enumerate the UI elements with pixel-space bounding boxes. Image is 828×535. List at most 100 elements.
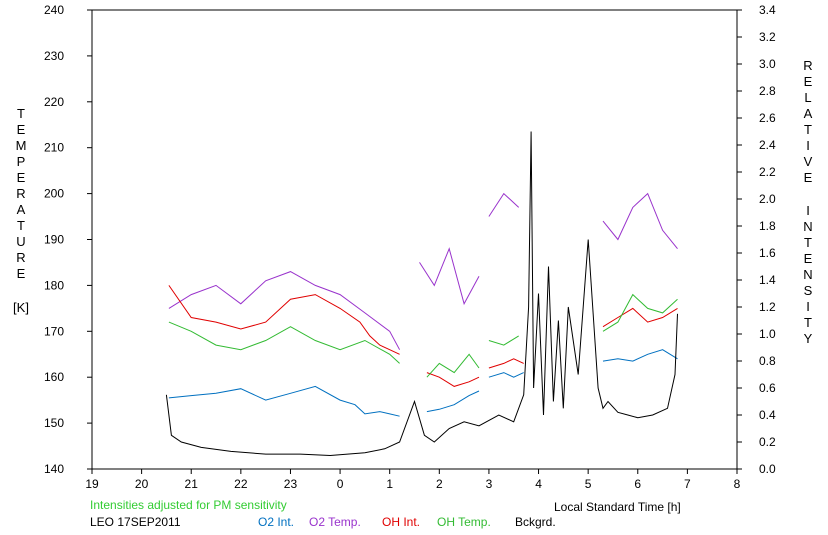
right-axis-title-letter: E — [804, 170, 813, 185]
series-line-oh-temp — [602, 293, 678, 332]
series-line-o2-temp — [602, 192, 678, 250]
x-tick-label: 3 — [486, 477, 493, 491]
left-tick-label: 160 — [44, 370, 64, 384]
legend-oh-temp: OH Temp. — [437, 515, 491, 529]
right-axis-title-letter: R — [803, 58, 812, 73]
legend-o2-int: O2 Int. — [258, 515, 295, 529]
right-axis: 0.0 0.2 0.4 0.6 0.8 1.0 1.2 1.4 1.6 1.8 2.0 2.2 2.4 2… — [737, 3, 776, 476]
right-axis-title-letter: N — [803, 219, 812, 234]
right-tick-label: 3.4 — [759, 3, 776, 17]
right-axis-title-letter: L — [804, 90, 811, 105]
left-axis-title-letter: M — [16, 138, 27, 153]
right-tick-label: 0.6 — [759, 381, 776, 395]
x-tick-label: 1 — [386, 477, 393, 491]
left-tick-label: 140 — [44, 462, 64, 476]
x-tick-label: 6 — [634, 477, 641, 491]
annotation-text: Intensities adjusted for PM sensitivity — [90, 498, 287, 512]
right-axis-title-letter: A — [804, 106, 813, 121]
series-line-o2-int — [426, 390, 480, 413]
series-line-oh-int — [602, 307, 678, 328]
series-line-o2-int — [168, 385, 400, 417]
station-label: LEO 17SEP2011 — [90, 515, 181, 529]
left-axis-title-letter: E — [17, 122, 26, 137]
right-tick-label: 2.2 — [759, 165, 776, 179]
right-axis-title-letter: I — [806, 138, 810, 153]
right-axis-title-letter: T — [804, 315, 812, 330]
x-tick-label: 7 — [684, 477, 691, 491]
left-tick-label: 190 — [44, 233, 64, 247]
right-axis-title-letter: N — [803, 267, 812, 282]
right-tick-label: 3.0 — [759, 57, 776, 71]
right-tick-label: 0.0 — [759, 462, 776, 476]
series-line-oh-temp — [426, 353, 480, 378]
legend-oh-int: OH Int. — [382, 515, 421, 529]
series-line-oh-int — [488, 358, 524, 369]
series-line-bckgrd — [165, 131, 678, 457]
right-tick-label: 3.2 — [759, 30, 776, 44]
left-axis: 140 150 160 170 180 190 200 210 220 230 240 — [44, 3, 92, 476]
right-axis-title-letter: I — [806, 299, 810, 314]
x-tick-label: 2 — [436, 477, 443, 491]
series-line-o2-int — [488, 372, 524, 378]
left-axis-title-letter: R — [16, 250, 25, 265]
left-axis-unit: [K] — [13, 300, 29, 315]
x-axis: 19 20 21 22 23 0 1 2 3 4 5 6 7 8 — [85, 469, 741, 491]
left-tick-label: 200 — [44, 187, 64, 201]
left-axis-title-letter: T — [17, 218, 25, 233]
series-line-o2-temp — [419, 247, 480, 306]
x-tick-label: 5 — [585, 477, 592, 491]
x-tick-label: 22 — [234, 477, 248, 491]
right-tick-label: 1.2 — [759, 300, 776, 314]
right-axis-title-letter: S — [804, 283, 813, 298]
right-tick-label: 1.0 — [759, 327, 776, 341]
x-tick-label: 20 — [135, 477, 149, 491]
left-tick-label: 150 — [44, 416, 64, 430]
series-line-oh-temp — [488, 335, 519, 346]
right-axis-title-letter: Y — [804, 331, 813, 346]
right-tick-label: 1.8 — [759, 219, 776, 233]
series-lines — [165, 131, 678, 457]
x-tick-label: 21 — [185, 477, 199, 491]
left-tick-label: 230 — [44, 49, 64, 63]
x-tick-label: 19 — [85, 477, 99, 491]
x-tick-label: 4 — [535, 477, 542, 491]
right-axis-title-letter: T — [804, 235, 812, 250]
x-tick-label: 23 — [284, 477, 298, 491]
right-axis-title-letter: T — [804, 122, 812, 137]
left-tick-label: 210 — [44, 141, 64, 155]
right-axis-title-letter: V — [804, 154, 813, 169]
series-line-o2-temp — [168, 271, 401, 350]
series-line-oh-temp — [168, 321, 400, 364]
series-line-oh-int — [426, 372, 480, 387]
right-tick-label: 2.8 — [759, 84, 776, 98]
right-tick-label: 1.6 — [759, 246, 776, 260]
left-axis-title-letter: T — [17, 106, 25, 121]
series-line-o2-int — [602, 349, 678, 362]
right-tick-label: 2.4 — [759, 138, 776, 152]
left-tick-label: 220 — [44, 95, 64, 109]
right-tick-label: 1.4 — [759, 273, 776, 287]
x-axis-unit-label: Local Standard Time [h] — [554, 500, 681, 514]
series-line-oh-int — [168, 285, 400, 355]
left-axis-title-letter: R — [16, 186, 25, 201]
right-axis-title-letter: E — [804, 251, 813, 266]
right-tick-label: 0.8 — [759, 354, 776, 368]
left-axis-title-letter: P — [17, 154, 26, 169]
series-line-o2-temp — [488, 192, 520, 217]
right-tick-label: 2.6 — [759, 111, 776, 125]
right-tick-label: 2.0 — [759, 192, 776, 206]
right-axis-title-letter: I — [806, 203, 810, 218]
left-axis-title-letter: U — [16, 234, 25, 249]
x-tick-label: 8 — [734, 477, 741, 491]
left-axis-title-letter: E — [17, 266, 26, 281]
left-tick-label: 180 — [44, 278, 64, 292]
right-tick-label: 0.4 — [759, 408, 776, 422]
left-tick-label: 170 — [44, 324, 64, 338]
left-axis-title-letter: E — [17, 170, 26, 185]
left-tick-label: 240 — [44, 3, 64, 17]
right-tick-label: 0.2 — [759, 435, 776, 449]
left-axis-title-letter: A — [17, 202, 26, 217]
right-axis-title-letter: E — [804, 74, 813, 89]
